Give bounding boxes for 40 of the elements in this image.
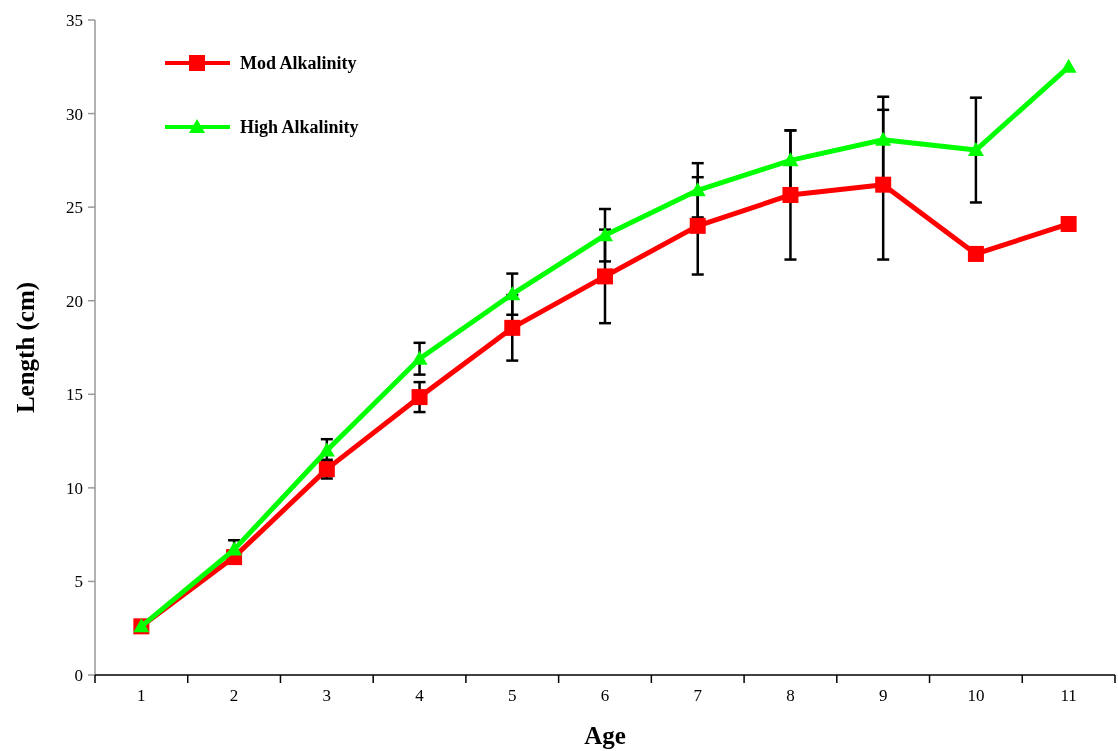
x-axis-title: Age (584, 722, 626, 749)
x-tick-label: 11 (1060, 686, 1077, 705)
y-axis-title: Length (cm) (12, 281, 40, 414)
x-tick-label: 10 (967, 686, 985, 705)
point (597, 227, 613, 242)
point (689, 182, 706, 197)
x-tick-label: 5 (508, 686, 517, 705)
y-tick-label: 10 (66, 478, 83, 498)
x-tick-label: 9 (878, 686, 888, 705)
y-tick-label: 5 (74, 572, 83, 592)
point (782, 186, 799, 203)
point (689, 217, 706, 234)
point (318, 442, 335, 457)
x-tick-label: 4 (415, 686, 425, 705)
x-tick-label: 6 (600, 686, 610, 705)
legend-label: High Alkalinity (240, 117, 359, 138)
point (597, 268, 613, 285)
x-tick-label: 8 (786, 686, 795, 705)
point (411, 389, 428, 406)
y-tick-label: 20 (66, 291, 83, 311)
x-tick-label: 2 (229, 686, 239, 705)
legend-label: Mod Alkalinity (240, 53, 357, 74)
y-tick-label: 30 (66, 104, 83, 124)
point (1060, 58, 1077, 73)
x-tick-label: 3 (322, 686, 332, 705)
point (226, 541, 243, 556)
point (782, 152, 799, 167)
point (875, 131, 892, 146)
point (1060, 215, 1077, 232)
point (875, 176, 892, 193)
y-tick-label: 25 (66, 198, 83, 218)
point (967, 245, 984, 262)
y-tick-label: 15 (66, 385, 83, 405)
y-tick-label: 35 (66, 10, 83, 30)
y-tick-label: 0 (74, 665, 83, 685)
point (967, 142, 984, 157)
point (504, 319, 521, 336)
x-tick-label: 7 (693, 686, 703, 705)
point (411, 350, 428, 365)
x-tick-label: 1 (137, 686, 146, 705)
